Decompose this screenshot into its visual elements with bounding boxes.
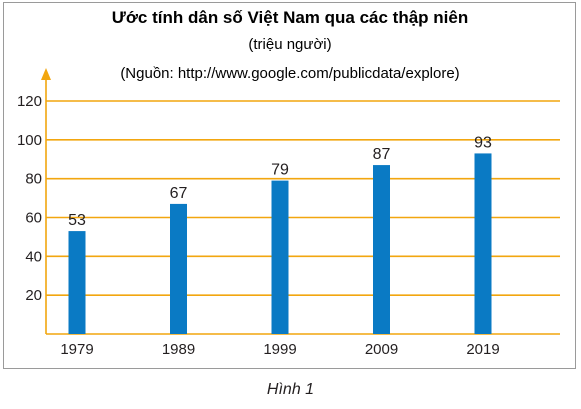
bar-1999 <box>271 180 289 334</box>
y-tick-label: 40 <box>25 248 42 265</box>
y-tick-label: 100 <box>17 132 42 149</box>
bar-2009 <box>373 165 390 334</box>
y-tick-label: 80 <box>25 171 42 188</box>
chart-title: Ước tính dân số Việt Nam qua các thập ni… <box>112 8 469 27</box>
data-label-1999: 79 <box>271 162 289 179</box>
figure-caption: Hình 1 <box>266 381 315 398</box>
y-tick-label: 20 <box>25 287 42 304</box>
bar-1989 <box>170 203 187 334</box>
bar-2019 <box>474 153 492 334</box>
data-label-2009: 87 <box>373 146 391 163</box>
x-tick-label-2009: 2009 <box>365 341 398 358</box>
x-tick-label-1979: 1979 <box>60 341 93 358</box>
bars <box>68 153 492 334</box>
bar-1979 <box>68 231 86 334</box>
data-label-2019: 93 <box>474 134 492 151</box>
data-label-1979: 53 <box>68 212 86 229</box>
x-tick-label-1989: 1989 <box>162 341 195 358</box>
chart-source: (Nguồn: http://www.google.com/publicdata… <box>120 65 459 82</box>
x-tick-label-2019: 2019 <box>466 341 499 358</box>
y-tick-label: 120 <box>17 93 42 110</box>
x-tick-labels: 1979 1989 1999 2009 2019 <box>60 341 499 358</box>
chart-unit: (triệu người) <box>248 36 331 53</box>
data-label-1989: 67 <box>170 185 188 202</box>
x-tick-label-1999: 1999 <box>263 341 296 358</box>
data-labels: 53 67 79 87 93 <box>68 134 492 229</box>
axes <box>41 68 560 335</box>
y-tick-label: 60 <box>25 210 42 227</box>
y-tick-labels: 20 40 60 80 100 120 <box>17 93 42 304</box>
y-axis-arrow-icon <box>41 68 51 80</box>
gridlines <box>46 100 560 296</box>
